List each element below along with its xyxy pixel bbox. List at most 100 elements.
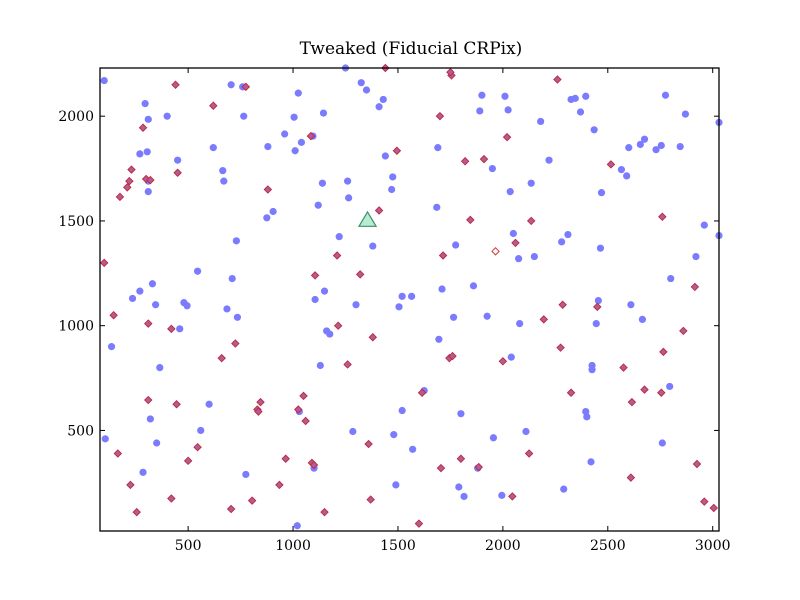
data-point-diamond (640, 385, 649, 394)
data-point-diamond (709, 503, 718, 513)
data-point-circle (242, 470, 250, 479)
data-point-diamond (126, 480, 135, 490)
data-point-diamond (502, 132, 512, 142)
data-point-circle (506, 188, 514, 196)
data-point-circle (193, 267, 202, 275)
data-point-diamond (417, 388, 427, 397)
data-point-diamond (144, 395, 153, 405)
data-point-diamond (593, 302, 602, 312)
data-point-circle (209, 144, 217, 152)
data-point-circle (571, 94, 579, 102)
data-point-circle (498, 491, 506, 499)
data-point-circle (558, 238, 566, 246)
data-point-diamond (209, 101, 218, 110)
data-point-diamond (511, 238, 520, 248)
data-point-circle (676, 142, 684, 151)
data-point-circle (290, 113, 298, 121)
data-point-circle (460, 492, 468, 501)
data-point-circle (617, 166, 626, 174)
data-point-circle (293, 522, 301, 530)
data-point-circle (596, 244, 605, 252)
data-point-circle (101, 435, 109, 443)
x-tick-label: 1500 (380, 538, 416, 554)
data-point-diamond (626, 473, 636, 482)
data-point-circle (381, 152, 389, 160)
data-point-circle (504, 106, 512, 114)
data-point-diamond (173, 168, 182, 177)
data-point-diamond (556, 343, 565, 352)
data-point-diamond (109, 310, 118, 320)
data-point-circle (227, 81, 235, 89)
data-point-circle (433, 203, 441, 211)
data-point-diamond (460, 156, 470, 166)
data-point-diamond (306, 131, 316, 141)
data-point-diamond (364, 439, 373, 449)
x-tick-label: 2500 (590, 538, 626, 554)
data-point-circle (232, 237, 240, 245)
data-point-circle (476, 107, 484, 115)
data-point-diamond (524, 449, 534, 458)
data-point-diamond (498, 357, 508, 366)
data-point-diamond (320, 507, 329, 517)
data-point-circle (263, 214, 271, 222)
data-point-circle (388, 185, 396, 194)
data-point-diamond (217, 353, 226, 363)
data-point-circle (319, 109, 328, 117)
data-point-diamond (183, 456, 193, 466)
data-point-circle (141, 100, 149, 108)
data-point-circle (560, 485, 568, 493)
data-point-circle (362, 86, 371, 94)
data-point-circle (349, 427, 357, 436)
data-point-circle (700, 221, 708, 229)
data-point-diamond (247, 496, 257, 505)
data-point-diamond (526, 216, 536, 226)
data-point-circle (530, 252, 538, 261)
data-point-circle (435, 335, 443, 343)
data-point-diamond (690, 282, 700, 292)
data-point-circle (352, 301, 360, 309)
data-point-circle (369, 242, 377, 250)
data-point-diamond (392, 146, 402, 155)
data-point-circle (318, 179, 327, 187)
data-point-diamond (127, 165, 136, 174)
data-point-diamond (539, 315, 549, 324)
data-point-circle (128, 294, 137, 303)
data-point-circle (489, 434, 498, 442)
data-point-diamond (226, 504, 236, 514)
data-point-diamond (275, 480, 284, 490)
data-point-circle (136, 150, 144, 158)
data-point-diamond (309, 460, 319, 470)
data-point-circle (638, 315, 647, 324)
data-point-diamond (241, 82, 251, 92)
data-point-diamond (132, 507, 141, 517)
data-point-circle (501, 92, 509, 100)
data-point-diamond (508, 492, 517, 501)
data-point-circle (139, 468, 147, 476)
data-point-circle (240, 112, 248, 120)
data-point-diamond (167, 324, 176, 334)
data-point-circle (469, 282, 478, 290)
data-points (99, 63, 723, 530)
data-point-circle (390, 431, 398, 439)
data-point-circle (345, 194, 353, 202)
data-point-circle (666, 382, 674, 391)
data-point-diamond (606, 160, 616, 169)
data-point-circle (438, 285, 446, 293)
data-point-diamond (659, 347, 668, 357)
data-point-diamond (479, 154, 489, 164)
data-point-circle (379, 95, 387, 104)
data-point-circle (294, 89, 302, 97)
data-point-circle (144, 188, 152, 196)
data-point-diamond (171, 80, 180, 89)
data-point-circle (515, 255, 523, 263)
data-point-diamond (414, 519, 424, 528)
data-point-circle (174, 156, 182, 164)
data-point-diamond (281, 454, 290, 463)
data-point-circle (527, 179, 535, 187)
data-point-circle (582, 92, 590, 100)
data-point-diamond (448, 351, 457, 361)
data-point-diamond (658, 212, 667, 221)
data-point-circle (163, 112, 171, 120)
data-point-circle (627, 301, 635, 309)
